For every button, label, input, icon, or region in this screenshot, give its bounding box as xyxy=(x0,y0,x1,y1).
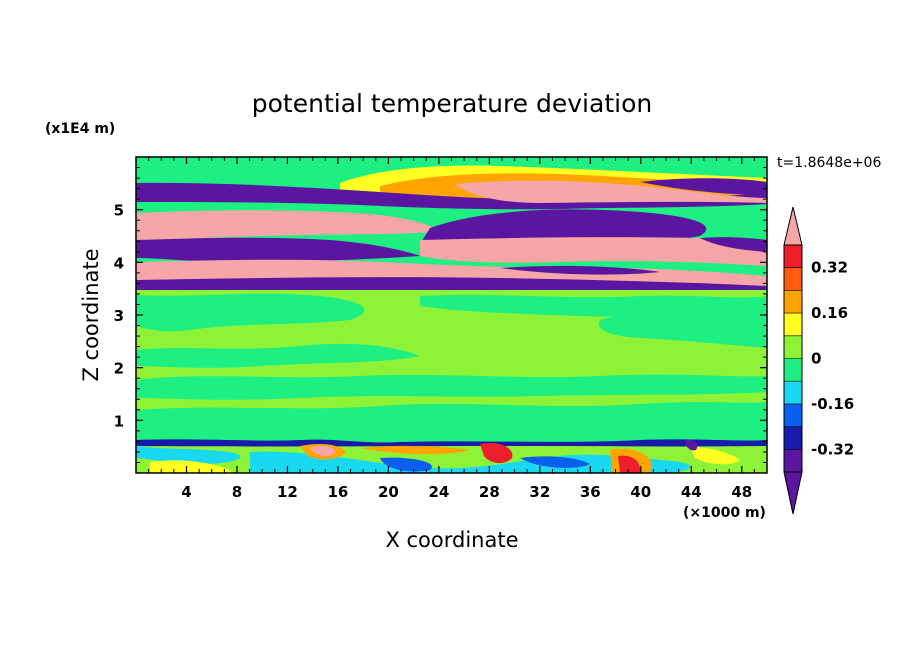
colorbar-segment xyxy=(784,335,802,359)
colorbar-segment xyxy=(784,290,802,314)
colorbar-segment xyxy=(784,358,802,382)
x-tick-label: 48 xyxy=(731,483,752,501)
upper-negative-band xyxy=(136,182,767,210)
y-tick-label: 3 xyxy=(114,307,124,325)
colorbar-segment xyxy=(784,313,802,336)
surface-negative-patch xyxy=(685,439,698,451)
colorbar-segment xyxy=(784,426,802,450)
x-tick-label: 8 xyxy=(232,483,242,501)
x-axis-ticks: 4 8 12 16 20 24 28 32 36 40 44 48 xyxy=(148,157,755,501)
x-tick-label: 24 xyxy=(428,483,449,501)
colorbar-tick-label: 0.16 xyxy=(811,304,848,322)
surface-negative-strip xyxy=(136,439,767,447)
y-tick-label: 2 xyxy=(114,360,124,378)
surface-positive-patch xyxy=(310,445,336,457)
lower-negative-patch xyxy=(500,265,660,275)
upper-positive-band xyxy=(455,180,767,203)
surface-negative-patch xyxy=(380,457,432,472)
mid-negative-band xyxy=(700,237,767,252)
y-axis-ticks: 1 2 3 4 5 xyxy=(114,167,767,463)
colorbar-tick-label: -0.32 xyxy=(811,440,854,458)
near-zero-patch xyxy=(136,293,365,332)
near-zero-patch xyxy=(136,343,420,368)
colorbar-bottom-extension xyxy=(783,471,803,515)
surface-negative-patch xyxy=(136,446,241,465)
colorbar-top-extension xyxy=(783,206,803,246)
surface-positive-patch xyxy=(360,445,470,455)
colorbar-tick-label: 0.32 xyxy=(811,259,848,277)
colorbar: 0.32 0.16 0 -0.16 -0.32 xyxy=(783,206,854,515)
x-tick-label: 40 xyxy=(630,483,651,501)
colorbar-segment xyxy=(784,403,802,427)
colorbar-segment xyxy=(784,449,802,472)
y-tick-label: 1 xyxy=(114,412,124,430)
x-tick-label: 28 xyxy=(479,483,500,501)
time-label: t=1.8648e+06 xyxy=(777,155,881,171)
colorbar-segment xyxy=(784,381,802,404)
chart-title: potential temperature deviation xyxy=(252,89,652,118)
x-tick-label: 4 xyxy=(181,483,191,501)
surface-positive-patch xyxy=(690,446,740,465)
near-zero-patch xyxy=(136,374,767,400)
y-tick-label: 5 xyxy=(114,202,124,220)
y-tick-label: 4 xyxy=(114,254,124,272)
surface-positive-patch xyxy=(480,442,513,464)
plot-area xyxy=(136,157,767,473)
x-unit-label: (×1000 m) xyxy=(683,505,766,521)
surface-positive-patch xyxy=(618,455,641,473)
y-axis-label: Z coordinate xyxy=(79,248,103,381)
surface-negative-patch xyxy=(520,456,590,468)
mid-positive-band xyxy=(420,237,767,266)
surface-negative-patch xyxy=(250,451,691,473)
x-tick-label: 16 xyxy=(327,483,348,501)
colorbar-segment xyxy=(784,267,802,291)
colorbar-tick-label: -0.16 xyxy=(811,395,854,413)
x-axis-label: X coordinate xyxy=(385,528,518,552)
mid-negative-band xyxy=(136,237,420,262)
colorbar-segment xyxy=(784,245,802,268)
x-tick-label: 20 xyxy=(378,483,399,501)
mid-positive-band xyxy=(136,210,437,240)
near-zero-patch xyxy=(136,402,767,442)
x-tick-label: 44 xyxy=(681,483,702,501)
x-tick-label: 12 xyxy=(277,483,298,501)
y-unit-label: (x1E4 m) xyxy=(45,121,115,137)
colorbar-tick-label: 0 xyxy=(811,350,821,368)
lower-negative-band xyxy=(136,277,767,292)
x-tick-label: 36 xyxy=(580,483,601,501)
upper-negative-band xyxy=(640,178,767,196)
near-zero-patch xyxy=(599,305,767,348)
x-tick-label: 32 xyxy=(529,483,550,501)
